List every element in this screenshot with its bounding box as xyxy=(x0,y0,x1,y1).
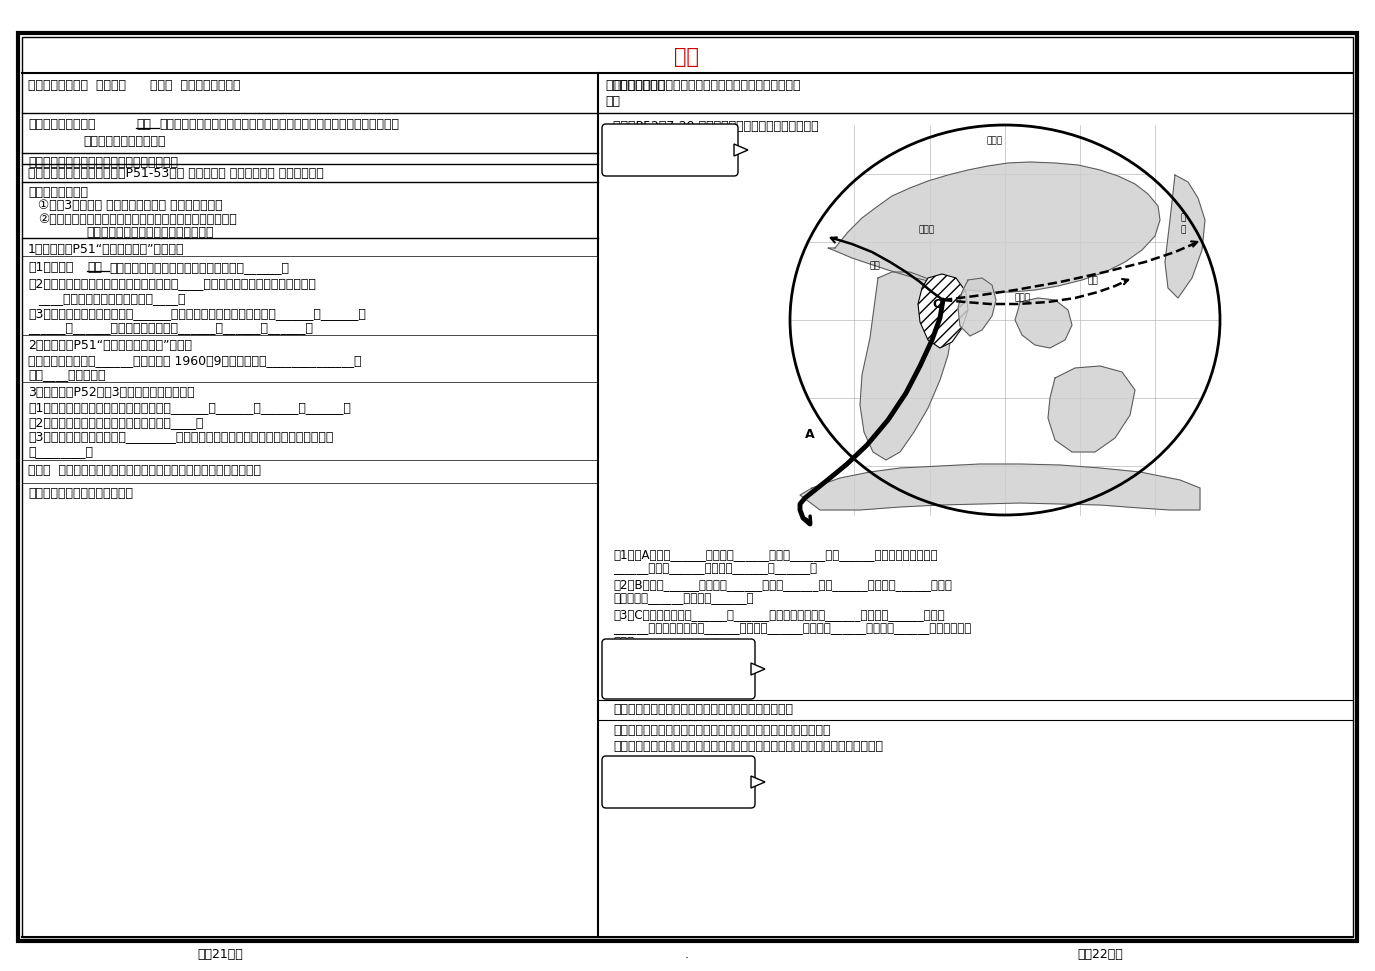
Text: C: C xyxy=(932,298,942,311)
Polygon shape xyxy=(1015,298,1072,348)
FancyBboxPatch shape xyxy=(602,756,755,808)
Text: 美: 美 xyxy=(1180,213,1185,222)
Text: ②根据指导详读全文，在文中将下列知识点做出重点批注，: ②根据指导详读全文，在文中将下列知识点做出重点批注， xyxy=(38,213,236,226)
Text: 第＿21＿页: 第＿21＿页 xyxy=(197,948,243,960)
Text: 欧、美国和日本的路线。: 欧、美国和日本的路线。 xyxy=(82,135,165,148)
Text: （1）、A航线从______出发，经______海峡，______海，______洋，绕过非洲南端的: （1）、A航线从______出发，经______海峡，______海，_____… xyxy=(613,548,938,561)
Text: 感）: 感） xyxy=(616,667,631,680)
Text: 现有____个成员国。: 现有____个成员国。 xyxy=(28,368,106,381)
Text: （3）世界第一大油田分布在________（西亚石油储量最多的国家），第二大油田分布: （3）世界第一大油田分布在________（西亚石油储量最多的国家），第二大油田… xyxy=(28,430,333,443)
Text: 资源在世界上的地位、分布特点、主要产油国；图上掌握西亚石油输往西: 资源在世界上的地位、分布特点、主要产油国；图上掌握西亚石油输往西 xyxy=(160,118,399,131)
Polygon shape xyxy=(1048,366,1134,452)
Polygon shape xyxy=(958,278,995,336)
Text: （二）  再次阅读课文，提出你的疑难。（爱提问的同学是最棒的！）: （二） 再次阅读课文，提出你的疑难。（爱提问的同学是最棒的！） xyxy=(28,464,261,477)
Text: 运河: 运河 xyxy=(869,261,880,270)
Polygon shape xyxy=(734,144,748,156)
Text: （2）西亚石油储量占世界石油总探明储量的____以上，其产量通常占世界总产量的: （2）西亚石油储量占世界石油总探明储量的____以上，其产量通常占世界总产量的 xyxy=(28,277,316,290)
Polygon shape xyxy=(751,776,764,788)
Polygon shape xyxy=(859,272,951,460)
Text: （一）自学指导：: （一）自学指导： xyxy=(28,186,88,199)
Text: 生：自学中的收获: 生：自学中的收获 xyxy=(617,138,678,151)
Polygon shape xyxy=(918,274,968,348)
Text: A: A xyxy=(806,428,815,441)
Text: 师：教学设计（收: 师：教学设计（收 xyxy=(605,79,666,92)
Text: 重点和难点：西亚石油的地位、分布及外输。: 重点和难点：西亚石油的地位、分布及外输。 xyxy=(28,156,177,169)
Text: （2）西亚原油生产的成本只相当于美国的____。: （2）西亚原油生产的成本只相当于美国的____。 xyxy=(28,416,204,429)
FancyBboxPatch shape xyxy=(602,124,738,176)
Text: 北极圈: 北极圈 xyxy=(987,136,1002,145)
Text: 1、阅读教材P51“世界石油宝库”，完成：: 1、阅读教材P51“世界石油宝库”，完成： xyxy=(28,243,184,256)
Text: ______海经过亚丁湾进入______海，穿过______运河，入______海，再过______海峡进入北大: ______海经过亚丁湾进入______海，穿过______运河，入______… xyxy=(613,622,971,635)
Text: （三）师生互动共建知识网络。: （三）师生互动共建知识网络。 xyxy=(28,487,133,500)
Text: 进入中国的______海，去往______。: 进入中国的______海，去往______。 xyxy=(613,592,754,605)
Text: （2）B航线从______出发，经______海峡，______海，______湾，穿过______海峡，: （2）B航线从______出发，经______海峡，______海，______… xyxy=(613,578,952,591)
Text: 西洋。: 西洋。 xyxy=(613,636,634,649)
Text: 日本: 日本 xyxy=(1088,276,1099,285)
Text: 并以组互动后背填，你们是最棒的！）: 并以组互动后背填，你们是最棒的！） xyxy=(87,226,213,239)
Text: 储量最丰富、产量和出口量最多的地区是______。: 储量最丰富、产量和出口量最多的地区是______。 xyxy=(109,261,289,274)
Text: 2、阅读教材P51“石油输出国际组织”说明：: 2、阅读教材P51“石油输出国际组织”说明： xyxy=(28,339,192,352)
Text: 何打算？: 何打算？ xyxy=(613,756,644,769)
Text: （1）西亚石油资源的和原油生产的特点是______、______、______、______。: （1）西亚石油资源的和原油生产的特点是______、______、______、… xyxy=(28,401,351,414)
Text: 学习目标：学习西亚: 学习目标：学习西亚 xyxy=(28,118,95,131)
Text: 如果西亚某产油国的政府首脑，当西亚石油开采殆尽后，你将对本国的经济出路作: 如果西亚某产油国的政府首脑，当西亚石油开采殆尽后，你将对本国的经济出路作 xyxy=(613,740,883,753)
Text: 学习内容：第七章  了解地区      第三节  西亚（第二课时）: 学习内容：第七章 了解地区 第三节 西亚（第二课时） xyxy=(28,79,241,92)
Text: 获）: 获） xyxy=(605,95,620,108)
Text: （3）C航线是西亚去往______和______的最短航线，它从______出发，经______海峡，: （3）C航线是西亚去往______和______的最短航线，它从______出发… xyxy=(613,608,945,621)
Text: 第＿22＿页: 第＿22＿页 xyxy=(1077,948,1123,960)
Text: 3、阅读教材P52活动3，总结西亚石油特点：: 3、阅读教材P52活动3，总结西亚石油特点： xyxy=(28,386,195,399)
Text: （3）西亚石油资源主要分布在______及其沿岸，世界重要的产油国是______、______、: （3）西亚石油资源主要分布在______及其沿岸，世界重要的产油国是______… xyxy=(28,307,366,320)
Text: 石油: 石油 xyxy=(136,118,151,131)
Text: ______、______；西亚石油主要输往______、______和______。: ______、______；西亚石油主要输往______、______和____… xyxy=(28,321,314,334)
Text: 生：自学中的疑惑: 生：自学中的疑惑 xyxy=(616,770,676,783)
Text: 石油输出国组织简称______，它成立于 1960年9月，总部设在______________，: 石油输出国组织简称______，它成立于 1960年9月，总部设在_______… xyxy=(28,354,362,367)
Polygon shape xyxy=(800,464,1200,510)
Text: ____，其出口量占世界出口量的____。: ____，其出口量占世界出口量的____。 xyxy=(38,292,186,305)
Text: 师：教学反思（疑: 师：教学反思（疑 xyxy=(616,649,676,662)
Text: 石油: 石油 xyxy=(87,261,102,274)
Text: 在________。: 在________。 xyxy=(28,445,94,458)
Text: ①利用3分钟时间 阅读全文了解全文 获取知识信息！: ①利用3分钟时间 阅读全文了解全文 获取知识信息！ xyxy=(38,199,223,212)
Text: 地中海: 地中海 xyxy=(918,225,935,234)
Text: 波斯湾: 波斯湾 xyxy=(1015,293,1031,302)
Text: （1）世界上: （1）世界上 xyxy=(28,261,73,274)
Text: 国: 国 xyxy=(1180,225,1185,234)
Text: ______，进入______洋，去往______和______。: ______，进入______洋，去往______和______。 xyxy=(613,562,817,575)
Text: 二、小组合作：（看图识地理，各抒己见，真诚合作。）: 二、小组合作：（看图识地理，各抒己见，真诚合作。） xyxy=(613,79,800,92)
Text: 一、自主学习：（认真疏疏对P51-53内容 并结合题图 完成下列要求 你最聪明！）: 一、自主学习：（认真疏疏对P51-53内容 并结合题图 完成下列要求 你最聪明！… xyxy=(28,167,323,180)
Text: 西亚: 西亚 xyxy=(675,47,700,67)
FancyBboxPatch shape xyxy=(602,639,755,699)
Text: 读课文P52图7-29 西亚石油海上运输线路示意图完成：: 读课文P52图7-29 西亚石油海上运输线路示意图完成： xyxy=(613,120,818,133)
Text: .: . xyxy=(685,948,689,960)
Ellipse shape xyxy=(791,125,1220,515)
Polygon shape xyxy=(828,162,1160,292)
Text: 三、展示反馈：（以组展示小组学习成果，你最棒！）: 三、展示反馈：（以组展示小组学习成果，你最棒！） xyxy=(613,703,793,716)
Polygon shape xyxy=(1165,175,1204,298)
Text: 四、拓展检测：（学以致用，提升自我，开阔视野，你最聪明！）: 四、拓展检测：（学以致用，提升自我，开阔视野，你最聪明！） xyxy=(613,724,830,737)
Polygon shape xyxy=(751,663,764,675)
